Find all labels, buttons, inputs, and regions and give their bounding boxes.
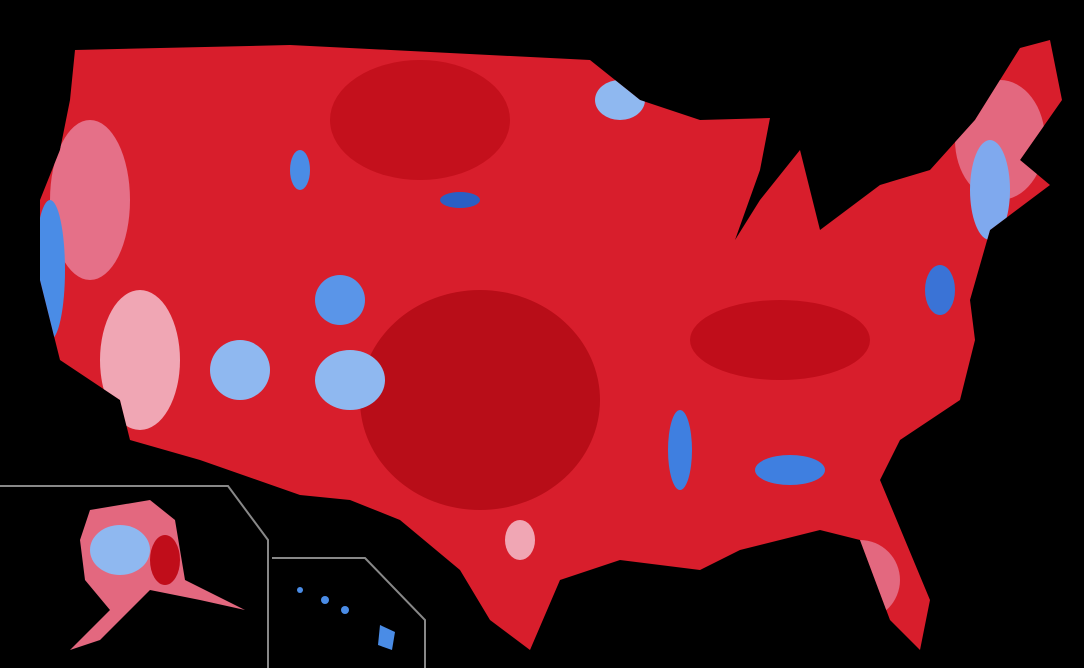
region xyxy=(100,290,180,430)
region xyxy=(755,455,825,485)
region xyxy=(668,410,692,490)
inset-border xyxy=(0,485,269,668)
region xyxy=(360,290,600,510)
alaska xyxy=(70,500,245,650)
region xyxy=(50,120,130,280)
region xyxy=(315,275,365,325)
region xyxy=(925,265,955,315)
region xyxy=(690,300,870,380)
region xyxy=(330,60,510,180)
region xyxy=(505,520,535,560)
region xyxy=(315,350,385,410)
region xyxy=(440,192,480,208)
region xyxy=(970,140,1010,240)
region xyxy=(290,150,310,190)
inset-border xyxy=(272,557,426,668)
hawaii xyxy=(297,587,395,650)
region xyxy=(210,340,270,400)
